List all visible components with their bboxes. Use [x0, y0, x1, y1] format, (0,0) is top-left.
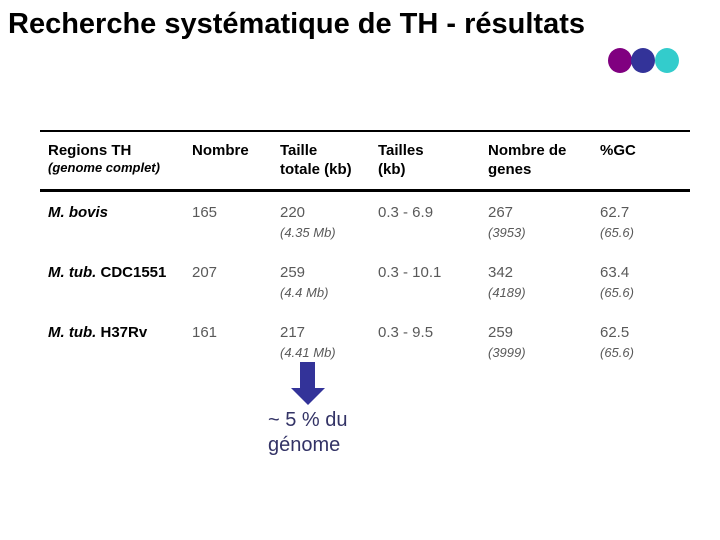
cell-tailles: 0.3 - 6.9 [378, 204, 434, 221]
cell-nombre-genes: 342 (4189) [488, 264, 526, 300]
cell-nombre: 161 [192, 324, 218, 341]
purple-dot-icon [608, 48, 632, 73]
cell-nombre-genes: 259 (3999) [488, 324, 526, 360]
header-nombre: Nombre [192, 142, 249, 159]
cell-nombre-genes: 267 (3953) [488, 204, 526, 240]
page-title: Recherche systématique de TH - résultats [8, 8, 585, 40]
annotation-line-1: ~ 5 % du [268, 409, 348, 431]
row-label: M. tub. CDC1551 [48, 264, 167, 281]
header-regions-th: Regions TH (genome complet) [48, 142, 160, 175]
blue-dot-icon [631, 48, 655, 73]
annotation-line-2: génome [268, 434, 341, 456]
cell-gc: 63.4 (65.6) [600, 264, 634, 300]
decoration-dots [608, 48, 688, 74]
cell-tailles: 0.3 - 10.1 [378, 264, 442, 281]
cell-tailles: 0.3 - 9.5 [378, 324, 434, 341]
teal-dot-icon [655, 48, 679, 73]
table-row: M. tub. CDC1551 207 259 (4.4 Mb) 0.3 - 1… [40, 252, 690, 312]
cell-gc: 62.5 (65.6) [600, 324, 634, 360]
cell-gc: 62.7 (65.6) [600, 204, 634, 240]
row-label: M. bovis [48, 204, 109, 221]
header-tailles: Tailles (kb) [378, 142, 424, 178]
table-row: M. tub. H37Rv 161 217 (4.41 Mb) 0.3 - 9.… [40, 312, 690, 372]
header-gc: %GC [600, 142, 636, 159]
cell-taille-totale: 217 (4.41 Mb) [280, 324, 336, 360]
cell-nombre: 165 [192, 204, 218, 221]
table-row: M. bovis 165 220 (4.35 Mb) 0.3 - 6.9 267… [40, 192, 690, 252]
results-table: Regions TH (genome complet) Nombre Taill… [40, 130, 690, 372]
genome-annotation: ~ 5 % du génome [268, 408, 348, 458]
cell-taille-totale: 220 (4.35 Mb) [280, 204, 336, 240]
header-nombre-genes: Nombre de genes [488, 142, 567, 178]
row-label: M. tub. H37Rv [48, 324, 148, 341]
table-header-row: Regions TH (genome complet) Nombre Taill… [40, 130, 690, 192]
header-taille-totale: Taille totale (kb) [280, 142, 352, 178]
cell-nombre: 207 [192, 264, 218, 281]
cell-taille-totale: 259 (4.4 Mb) [280, 264, 329, 300]
